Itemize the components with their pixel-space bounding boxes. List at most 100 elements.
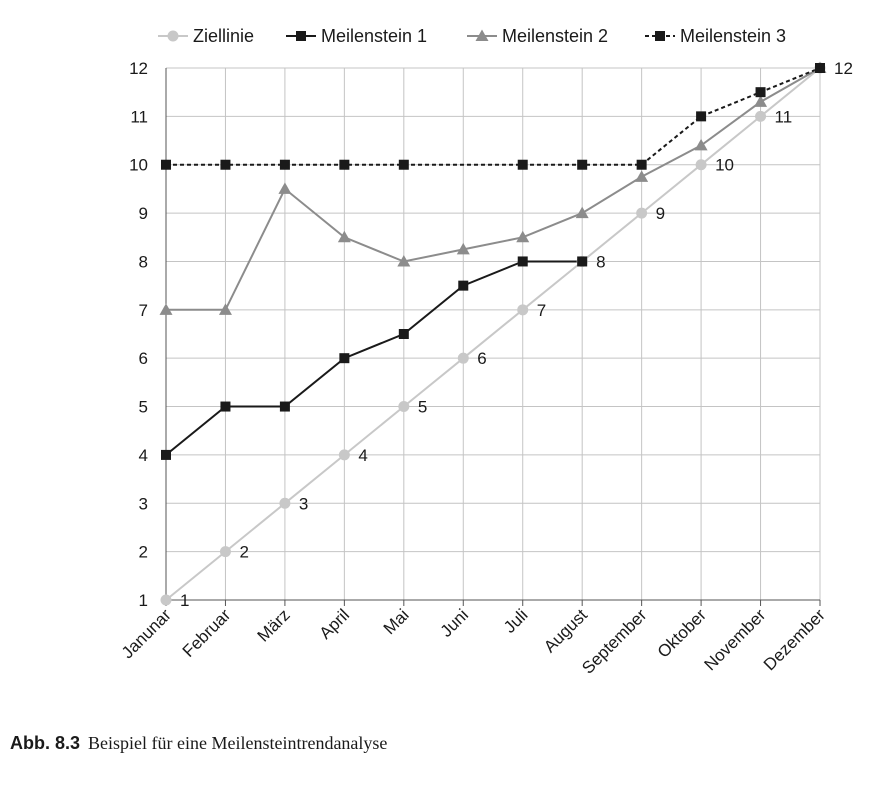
- data-label: 1: [180, 591, 189, 610]
- series-3-point: [278, 182, 292, 194]
- series-1-point: [755, 110, 767, 122]
- series-line-4: [166, 67, 821, 166]
- x-tick-label: Mai: [380, 605, 413, 638]
- series-2-point: [517, 256, 528, 267]
- legend-item: Meilenstein 2: [467, 26, 608, 46]
- data-label: 4: [358, 446, 367, 465]
- legend-label: Meilenstein 2: [502, 26, 608, 46]
- series-1-point: [279, 497, 291, 509]
- series-1-point: [517, 304, 529, 316]
- series-1-point: [338, 449, 350, 461]
- y-tick-label: 5: [139, 398, 148, 417]
- legend-label: Meilenstein 3: [680, 26, 786, 46]
- legend-item: Meilenstein 3: [645, 26, 786, 46]
- legend-marker: [475, 29, 489, 41]
- y-tick-label: 10: [129, 156, 148, 175]
- y-tick-label: 7: [139, 301, 148, 320]
- series-4-point: [577, 159, 588, 170]
- x-tick-label: Februar: [179, 605, 235, 661]
- legend: Ziellinie Meilenstein 1 Meilenstein 2 Meile…: [158, 26, 786, 46]
- y-tick-label: 1: [139, 591, 148, 610]
- series-4-point: [279, 159, 290, 170]
- series-3-point: [516, 230, 530, 243]
- data-label: 9: [656, 204, 665, 223]
- legend-marker: [167, 30, 179, 42]
- series-4-point: [517, 159, 528, 170]
- series-1-point: [219, 546, 231, 558]
- caption-text: Beispiel für eine Meilensteintrendanalys…: [88, 733, 388, 753]
- data-label: 2: [239, 543, 248, 562]
- y-tick-label: 8: [139, 252, 148, 271]
- series-2-point: [577, 256, 588, 267]
- series-1-point: [398, 401, 410, 413]
- legend-label: Ziellinie: [193, 26, 254, 46]
- x-tick-label: Juli: [500, 605, 531, 636]
- series-2-point: [279, 401, 290, 412]
- series-layer: [159, 61, 827, 606]
- series-line-1: [165, 67, 821, 601]
- x-tick-label: Janunar: [118, 605, 175, 662]
- x-tick-label: November: [700, 605, 769, 674]
- series-2-point: [339, 353, 350, 364]
- series-2-point: [220, 401, 231, 412]
- x-tick-label: Oktober: [654, 605, 710, 661]
- series-3-point: [159, 303, 173, 315]
- series-4-point: [220, 159, 231, 170]
- series-3-point: [575, 206, 589, 219]
- y-tick-label: 6: [139, 349, 148, 368]
- y-tick-label: 4: [139, 446, 148, 465]
- series-3-point: [694, 138, 708, 151]
- series-1-point: [695, 159, 707, 171]
- data-label: 5: [418, 398, 427, 417]
- x-tick-label: Juni: [437, 605, 472, 640]
- figure-caption: Abb. 8.3 Beispiel für eine Meilensteintre…: [10, 733, 387, 754]
- data-label: 7: [537, 301, 546, 320]
- series-1-point: [160, 594, 172, 606]
- x-tick-label: März: [254, 605, 294, 645]
- series-line-3: [166, 67, 821, 311]
- y-tick-label: 12: [129, 59, 148, 78]
- series-3-point: [337, 230, 351, 243]
- data-label: 11: [775, 107, 793, 126]
- data-label: 3: [299, 494, 308, 513]
- data-label: 10: [715, 156, 734, 175]
- legend-item: Ziellinie: [158, 26, 254, 46]
- series-line-2: [165, 260, 583, 456]
- series-1-point: [636, 207, 648, 219]
- y-tick-label: 2: [139, 543, 148, 562]
- series-2-point: [458, 280, 469, 291]
- series-4-point: [696, 111, 707, 122]
- series-3-point: [456, 242, 470, 255]
- caption-label: Abb. 8.3: [10, 733, 81, 753]
- y-tick-label: 9: [139, 204, 148, 223]
- legend-label: Meilenstein 1: [321, 26, 427, 46]
- data-label: 6: [477, 349, 486, 368]
- series-3-point: [754, 95, 768, 107]
- series-1-point: [457, 352, 469, 364]
- data-label: 8: [596, 252, 605, 271]
- series-2-point: [398, 329, 409, 339]
- y-tick-label: 11: [130, 107, 148, 126]
- x-tick-label: September: [578, 605, 650, 677]
- series-4-point: [161, 159, 171, 170]
- series-4-point: [636, 159, 647, 170]
- series-3-point: [635, 170, 649, 182]
- y-tick-label: 3: [139, 494, 148, 513]
- data-label: 12: [834, 59, 853, 78]
- series-4-point: [755, 87, 766, 98]
- series-2-point: [161, 449, 171, 460]
- legend-marker: [655, 31, 665, 41]
- series-3-point: [397, 254, 411, 267]
- x-tick-label: Dezember: [760, 605, 829, 674]
- series-4-point: [339, 159, 350, 170]
- legend-marker: [296, 31, 306, 41]
- series-3-point: [218, 303, 232, 315]
- series-4-point: [815, 63, 825, 73]
- x-tick-label: April: [316, 605, 353, 642]
- series-4-point: [398, 159, 409, 170]
- x-tick-label: August: [540, 605, 591, 656]
- legend-item: Meilenstein 1: [286, 26, 427, 46]
